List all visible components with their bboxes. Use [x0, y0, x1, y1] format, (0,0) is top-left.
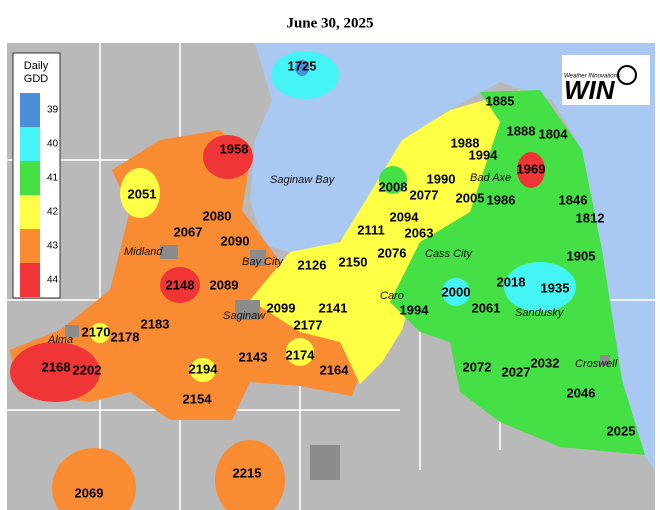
station-value: 2143 [239, 349, 268, 364]
place-label: Bay City [242, 256, 284, 268]
legend-swatch [20, 161, 40, 195]
station-value: 1958 [220, 141, 249, 156]
station-value: 1986 [487, 192, 516, 207]
place-label: Croswell [575, 358, 618, 370]
station-value: 2080 [203, 208, 232, 223]
place-label: Saginaw [223, 310, 266, 322]
station-value: 2069 [75, 485, 104, 500]
station-value: 2141 [319, 300, 348, 315]
legend-swatch [20, 127, 40, 161]
station-value: 2111 [357, 222, 385, 237]
legend-label: 41 [47, 173, 59, 184]
legend-title: GDD [24, 73, 49, 85]
station-value: 1885 [486, 93, 515, 108]
station-value: 2202 [73, 362, 102, 377]
station-value: 1969 [517, 161, 546, 176]
station-value: 2089 [210, 277, 239, 292]
station-value: 2150 [339, 254, 368, 269]
station-value: 2094 [390, 209, 420, 224]
station-value: 2032 [531, 355, 560, 370]
logo-name: WIN [564, 75, 616, 105]
legend-swatch [20, 195, 40, 229]
station-value: 2025 [607, 423, 636, 438]
station-value: 2099 [267, 300, 296, 315]
legend-label: 39 [47, 105, 59, 116]
station-value: 2164 [320, 362, 350, 377]
station-value: 2046 [567, 385, 596, 400]
logo: Weather INnovations WIN [562, 55, 650, 105]
station-value: 2018 [497, 274, 526, 289]
legend-label: 44 [47, 275, 59, 286]
station-value: 2178 [111, 329, 140, 344]
station-value: 2183 [141, 316, 170, 331]
station-value: 2215 [233, 465, 262, 480]
station-value: 2090 [221, 233, 250, 248]
station-value: 1846 [559, 192, 588, 207]
place-label: Caro [380, 290, 404, 302]
station-value: 2005 [456, 190, 485, 205]
legend-swatch [20, 229, 40, 263]
station-value: 1905 [567, 248, 596, 263]
station-value: 1812 [576, 210, 605, 225]
station-value: 1804 [539, 126, 569, 141]
legend-label: 42 [47, 207, 59, 218]
legend-label: 40 [47, 139, 59, 150]
place-label: Alma [47, 334, 73, 346]
place-label: Cass City [425, 248, 474, 260]
station-value: 2077 [410, 187, 439, 202]
station-value: 2076 [378, 245, 407, 260]
place-label: Sandusky [515, 307, 565, 319]
station-value: 1935 [541, 280, 570, 295]
place-label: Bad Axe [470, 172, 511, 184]
station-value: 1888 [507, 123, 536, 138]
station-value: 2126 [298, 257, 327, 272]
station-value: 2154 [183, 391, 213, 406]
station-value: 2072 [463, 359, 492, 374]
station-value: 1725 [288, 58, 317, 73]
map-base [7, 43, 655, 510]
place-label: Saginaw Bay [270, 174, 336, 186]
logo-tagline: Weather INnovations [564, 74, 620, 80]
station-value: 2000 [442, 284, 471, 299]
station-value: 2051 [128, 186, 157, 201]
station-value: 2008 [379, 179, 408, 194]
legend-label: 43 [47, 241, 59, 252]
station-value: 2027 [502, 364, 531, 379]
station-value: 1994 [400, 302, 430, 317]
station-value: 2148 [166, 277, 195, 292]
station-value: 2194 [189, 361, 219, 376]
legend-title: Daily [24, 60, 49, 72]
legend-swatch [20, 263, 40, 297]
station-value: 1994 [469, 147, 499, 162]
title: June 30, 2025 [286, 15, 373, 31]
station-value: 1990 [427, 171, 456, 186]
station-value: 2063 [405, 225, 434, 240]
place-label: Midland [124, 246, 163, 258]
station-value: 2174 [286, 347, 316, 362]
station-value: 2061 [472, 300, 501, 315]
station-value: 2168 [42, 359, 71, 374]
station-value: 2177 [294, 317, 323, 332]
legend-swatch [20, 93, 40, 127]
station-value: 2170 [82, 324, 111, 339]
station-value: 2067 [174, 224, 203, 239]
station-value: 1988 [451, 135, 480, 150]
